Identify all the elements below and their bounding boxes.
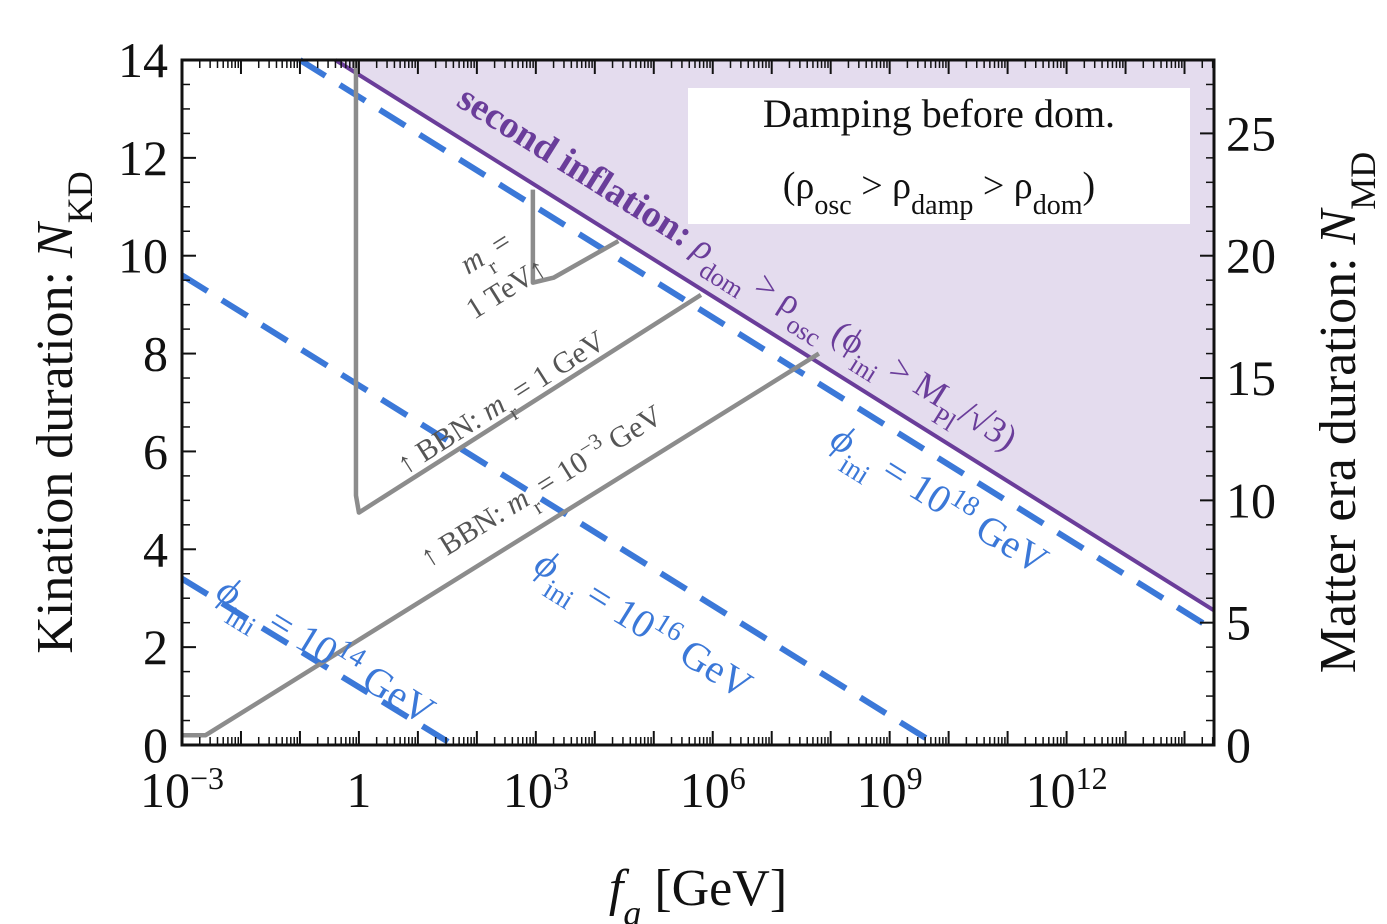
y-tick-label: 4	[143, 521, 168, 577]
series-phi18	[298, 57, 1216, 633]
series-phi14	[180, 576, 455, 748]
y2-tick-label: 10	[1226, 472, 1276, 528]
x-axis-title: fa [GeV]	[609, 860, 787, 924]
x-tick-label: 103	[503, 760, 569, 818]
x-tick-label: 1	[346, 762, 371, 818]
y2-axis-title: Matter era duration: NMD	[1310, 152, 1383, 674]
x-tick-label: 109	[857, 760, 923, 818]
y-tick-label: 14	[118, 32, 168, 88]
y2-tick-label: 20	[1226, 228, 1276, 284]
x-tick-label: 10−3	[140, 760, 224, 818]
y2-tick-label: 25	[1226, 105, 1276, 161]
y2-tick-label: 0	[1226, 717, 1251, 773]
y2-tick-label: 15	[1226, 350, 1276, 406]
x-tick-label: 106	[680, 760, 746, 818]
label-phi14: ϕini = 1014 GeV	[202, 563, 445, 745]
inset-line2: (ρosc > ρdamp > ρdom)	[783, 165, 1095, 221]
series-bbn_1GeV	[353, 60, 703, 515]
series-mr_1TeV	[530, 189, 620, 285]
series-second_inflation	[334, 58, 1216, 613]
series-phi16	[180, 272, 939, 748]
x-tick-label: 1012	[1026, 760, 1108, 818]
y-tick-label: 0	[143, 717, 168, 773]
y-tick-label: 12	[118, 130, 168, 186]
y-tick-label: 6	[143, 423, 168, 479]
y2-tick-label: 5	[1226, 595, 1251, 651]
y-tick-label: 10	[118, 228, 168, 284]
series-bbn_1meV	[182, 351, 821, 738]
inset-box	[688, 88, 1190, 224]
inset-line1: Damping before dom.	[763, 91, 1115, 136]
y-tick-label: 2	[143, 619, 168, 675]
y-axis-title: Kination duration: NKD	[27, 171, 100, 653]
y-tick-label: 8	[143, 326, 168, 382]
